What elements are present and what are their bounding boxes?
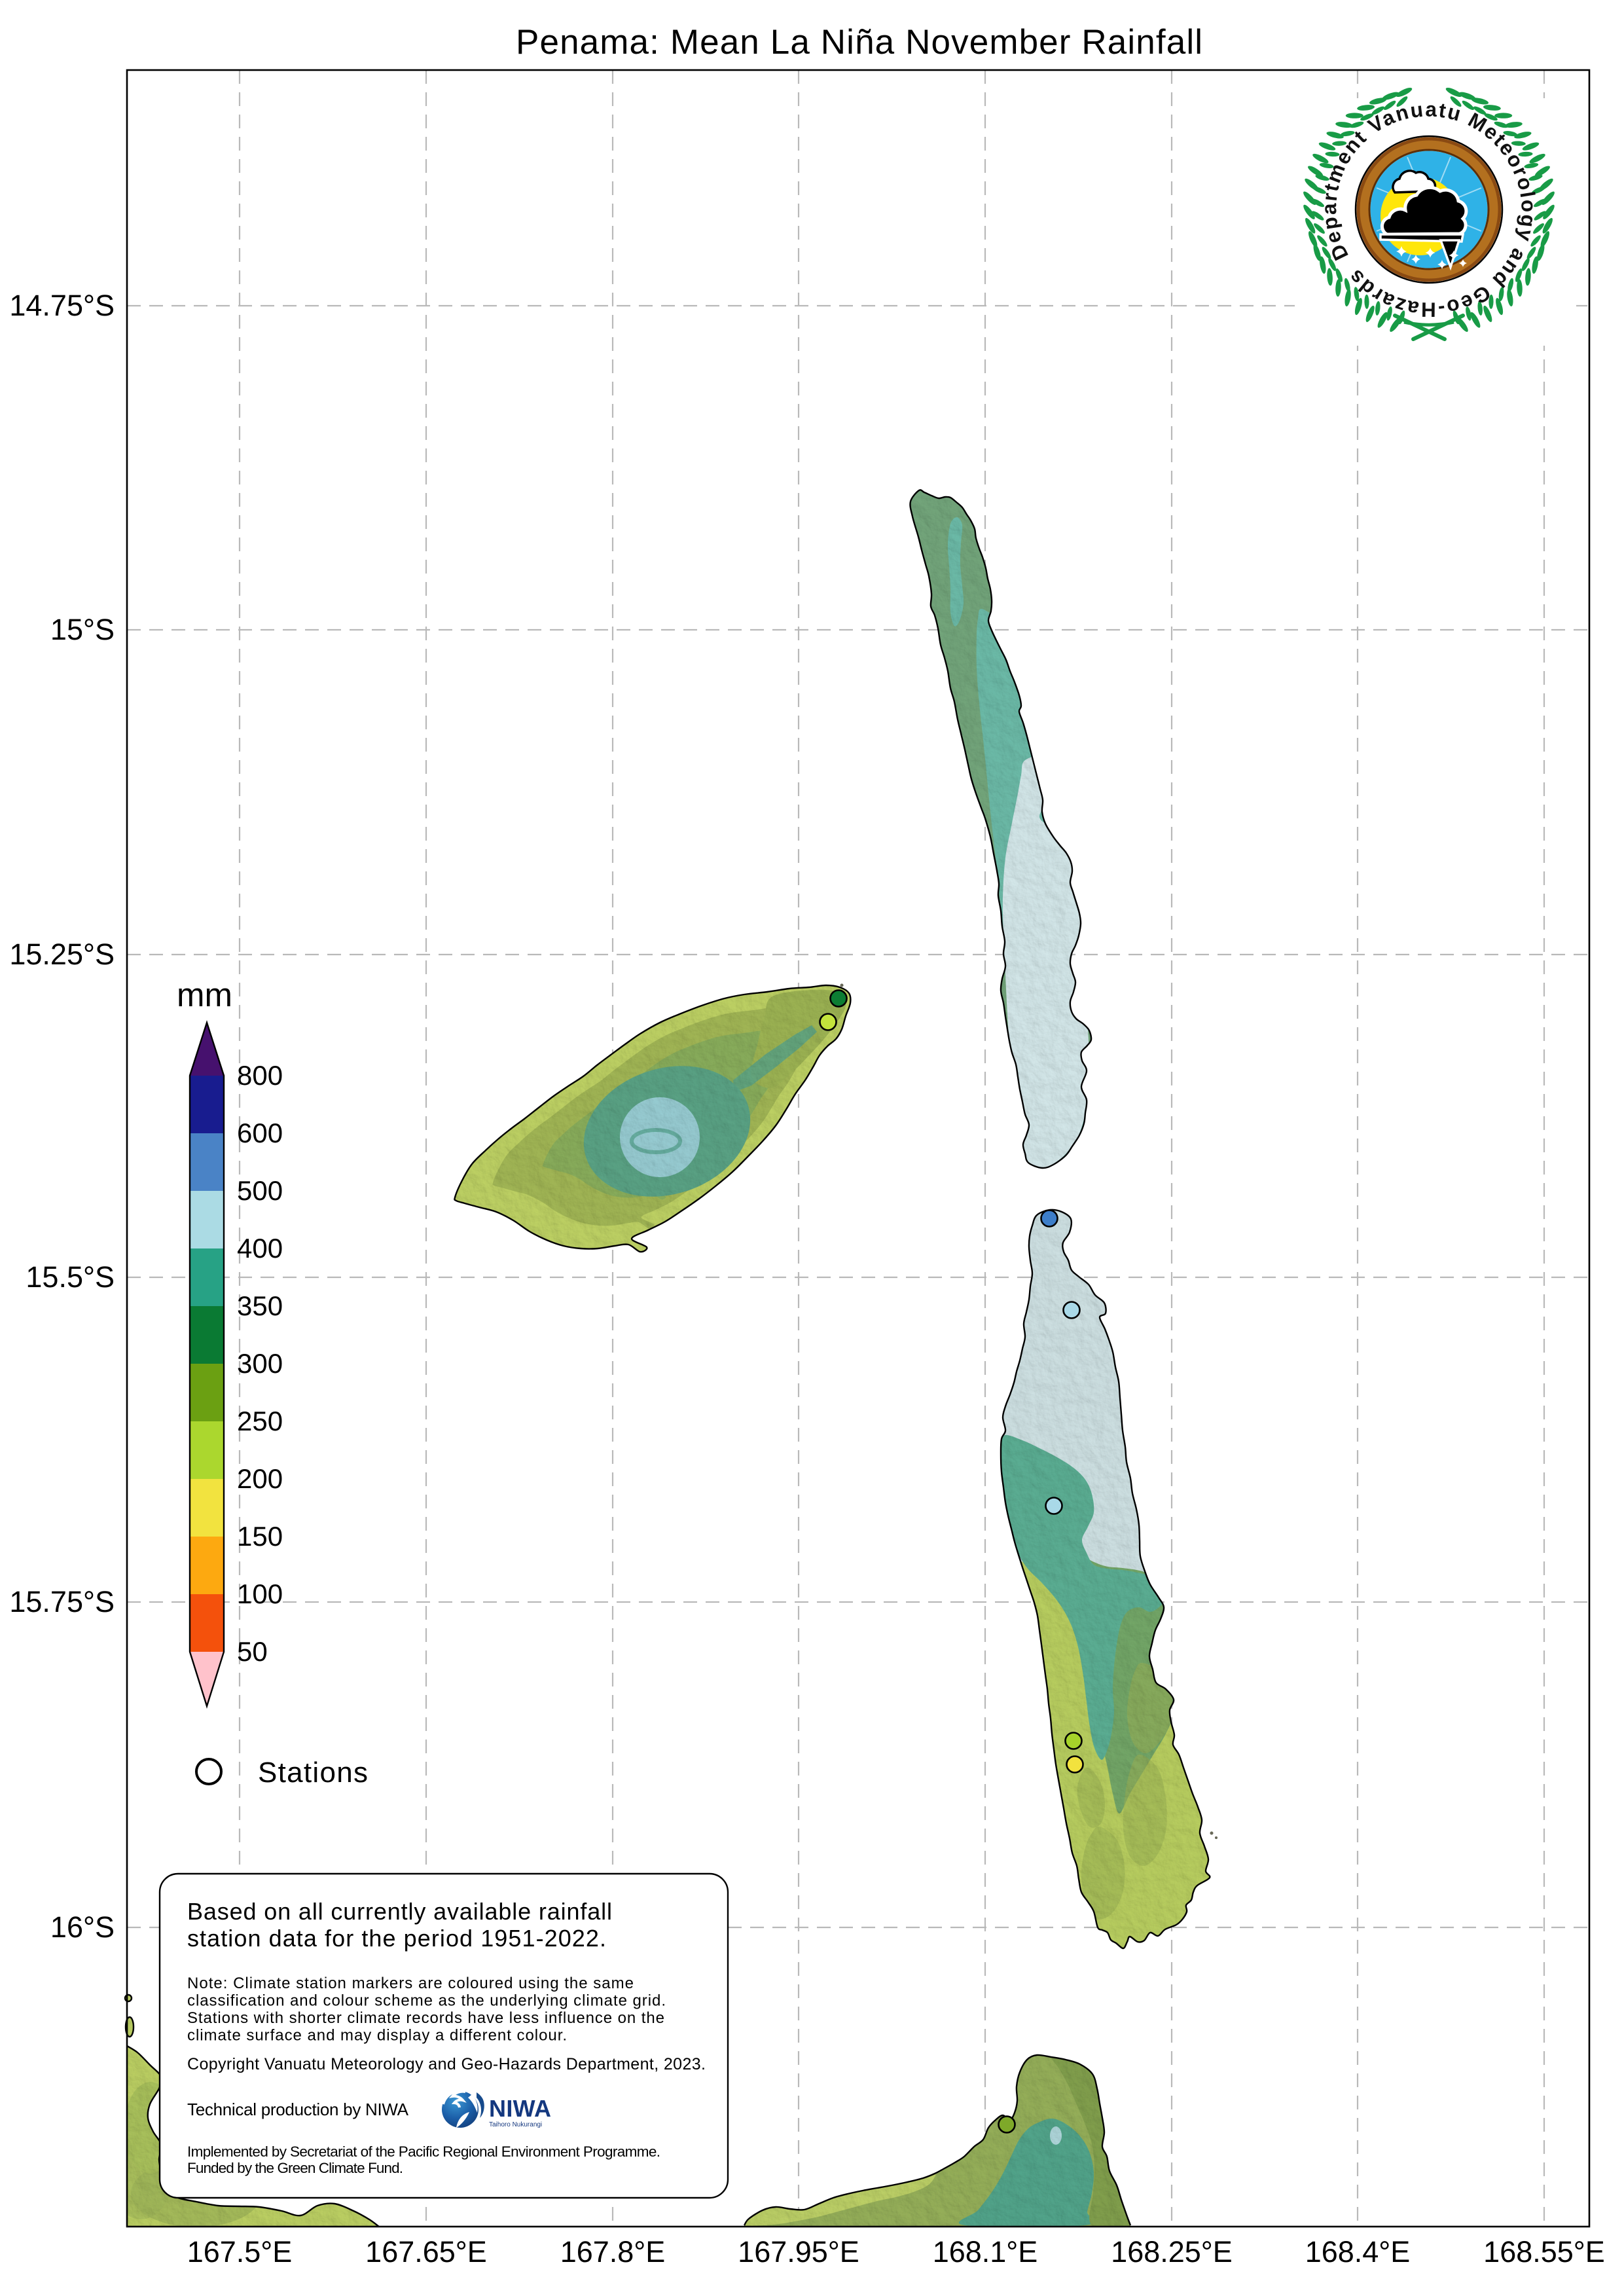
svg-text:NIWA: NIWA bbox=[489, 2095, 551, 2122]
svg-text:15.25°S: 15.25°S bbox=[9, 938, 115, 971]
svg-text:classification and colour sche: classification and colour scheme as the … bbox=[187, 1992, 666, 2010]
svg-text:50: 50 bbox=[237, 1636, 268, 1667]
svg-text:Implemented by Secretariat of: Implemented by Secretariat of the Pacifi… bbox=[187, 2143, 660, 2160]
svg-text:500: 500 bbox=[237, 1175, 283, 1206]
svg-text:200: 200 bbox=[237, 1463, 283, 1494]
svg-text:Stations: Stations bbox=[258, 1757, 368, 1789]
svg-text:Based on all currently availab: Based on all currently available rainfal… bbox=[187, 1898, 612, 1925]
svg-text:climate surface and may displa: climate surface and may display a differ… bbox=[187, 2027, 567, 2045]
svg-text:Funded by the Green Climate Fu: Funded by the Green Climate Fund. bbox=[187, 2160, 403, 2176]
svg-text:15.75°S: 15.75°S bbox=[9, 1585, 115, 1618]
svg-text:600: 600 bbox=[237, 1118, 283, 1148]
svg-text:350: 350 bbox=[237, 1290, 283, 1321]
svg-text:167.65°E: 167.65°E bbox=[365, 2235, 487, 2269]
svg-text:Taihoro Nukurangi: Taihoro Nukurangi bbox=[489, 2121, 542, 2128]
svg-text:168.1°E: 168.1°E bbox=[933, 2235, 1038, 2269]
svg-text:100: 100 bbox=[237, 1578, 283, 1609]
svg-text:400: 400 bbox=[237, 1233, 283, 1264]
svg-text:250: 250 bbox=[237, 1406, 283, 1436]
svg-text:167.95°E: 167.95°E bbox=[738, 2235, 859, 2269]
svg-text:167.8°E: 167.8°E bbox=[560, 2235, 666, 2269]
svg-text:150: 150 bbox=[237, 1521, 283, 1552]
svg-text:15.5°S: 15.5°S bbox=[26, 1260, 115, 1294]
svg-text:167.5°E: 167.5°E bbox=[187, 2235, 293, 2269]
svg-text:Technical production by NIWA: Technical production by NIWA bbox=[187, 2100, 409, 2119]
svg-text:15°S: 15°S bbox=[50, 613, 115, 646]
svg-text:168.25°E: 168.25°E bbox=[1111, 2235, 1233, 2269]
svg-text:168.55°E: 168.55°E bbox=[1483, 2235, 1605, 2269]
svg-text:168.4°E: 168.4°E bbox=[1305, 2235, 1411, 2269]
svg-text:300: 300 bbox=[237, 1348, 283, 1379]
svg-text:Note: Climate station markers: Note: Climate station markers are colour… bbox=[187, 1975, 634, 1992]
svg-text:mm: mm bbox=[177, 976, 232, 1013]
svg-text:Stations with shorter climate: Stations with shorter climate records ha… bbox=[187, 2009, 664, 2027]
svg-text:16°S: 16°S bbox=[50, 1910, 115, 1944]
svg-text:Copyright Vanuatu Meteorology: Copyright Vanuatu Meteorology and Geo-Ha… bbox=[187, 2055, 706, 2073]
svg-text:14.75°S: 14.75°S bbox=[9, 289, 115, 322]
svg-text:station data for the period 19: station data for the period 1951-2022. bbox=[187, 1925, 606, 1952]
svg-text:800: 800 bbox=[237, 1060, 283, 1091]
svg-text:Penama: Mean La Niña November: Penama: Mean La Niña November Rainfall bbox=[516, 23, 1202, 62]
